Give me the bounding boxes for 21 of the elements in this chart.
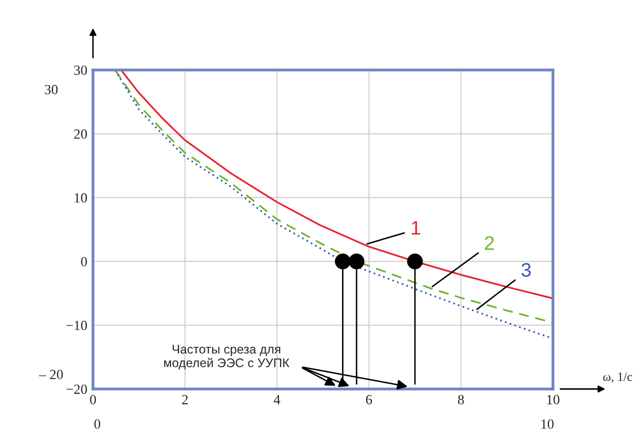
y-tick-label: −10 xyxy=(66,320,87,330)
x-tick-label: 10 xyxy=(547,394,560,404)
x-tick-label: 8 xyxy=(458,394,464,404)
text: 30 xyxy=(44,84,58,94)
y-tick-label: 0 xyxy=(81,256,87,266)
x-axis-title: ω, 1/с xyxy=(603,372,632,383)
y-tick-label: 30 xyxy=(74,66,87,75)
annotation: Частоты среза для моделей ЭЭС с УУПК xyxy=(164,344,290,370)
y-tick-label: 10 xyxy=(74,193,87,203)
x-tick-label: 0 xyxy=(90,394,96,404)
x-tick-label: 6 xyxy=(366,394,372,404)
x-tick-label: 2 xyxy=(182,394,188,404)
text: 10 xyxy=(541,419,554,429)
text: 0 xyxy=(94,419,100,429)
text: – 20 xyxy=(38,370,63,380)
y-tick-label: −20 xyxy=(66,384,87,394)
series-label: 1 xyxy=(412,221,420,235)
text: 3 xyxy=(522,263,531,277)
x-tick-label: 4 xyxy=(274,395,280,404)
y-tick-label: 20 xyxy=(74,129,87,139)
text: 2 xyxy=(484,236,494,250)
